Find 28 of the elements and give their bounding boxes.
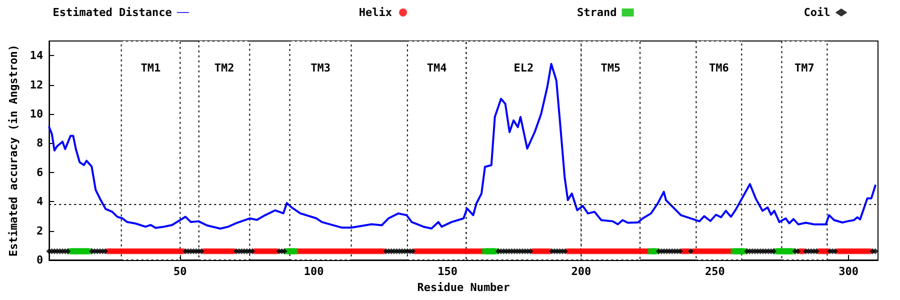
legend-label: Coil: [804, 6, 830, 19]
x-tick-label: 250: [704, 265, 725, 278]
x-axis-title: Residue Number: [417, 281, 510, 294]
legend-label: Estimated Distance: [52, 6, 172, 19]
y-tick-label: 14: [30, 49, 44, 62]
x-tick-label: 300: [838, 265, 859, 278]
band-label: EL2: [514, 62, 534, 74]
band-label: TM1: [140, 62, 162, 74]
y-axis-title: Estimated accuracy (in Angstron): [7, 44, 20, 256]
band-label: TM7: [794, 62, 814, 74]
band-label: TM4: [426, 62, 448, 74]
legend-label: Strand: [577, 6, 617, 19]
y-tick-label: 10: [30, 108, 44, 120]
band-label: TM5: [600, 62, 621, 74]
band-label: TM2: [214, 62, 234, 74]
y-tick-label: 6: [36, 166, 44, 179]
x-tick-label: 100: [304, 265, 324, 278]
y-tick-label: 4: [36, 195, 44, 208]
y-tick-label: 0: [36, 254, 44, 266]
x-tick-label: 200: [571, 265, 592, 278]
band-label: TM3: [310, 62, 330, 74]
y-tick-label: 8: [36, 136, 44, 150]
x-tick-label: 50: [174, 265, 187, 278]
band-label: TM6: [708, 62, 730, 74]
x-tick-label: 150: [438, 265, 458, 278]
y-tick-label: 2: [36, 224, 44, 238]
legend-label: Helix: [358, 6, 392, 19]
y-tick-label: 12: [30, 78, 44, 92]
